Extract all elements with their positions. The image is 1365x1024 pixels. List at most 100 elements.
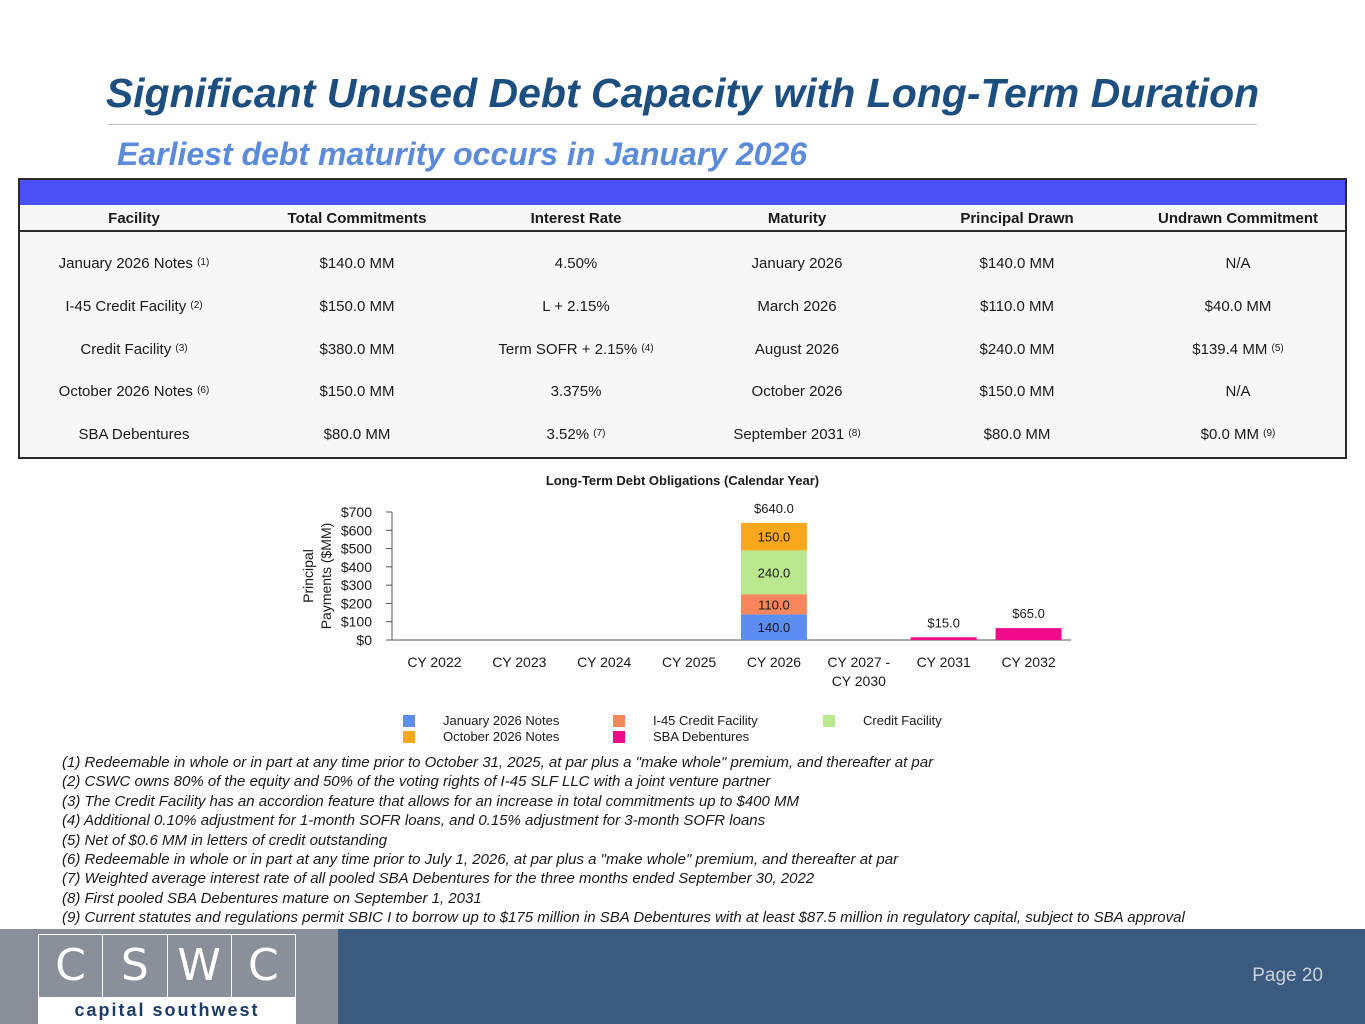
table-cell: $150.0 MM (319, 298, 394, 315)
y-tick-label: $0 (356, 632, 372, 648)
table-cell-text: October 2026 (751, 383, 843, 400)
table-cell-text: SBA Debentures (78, 426, 190, 443)
table-cell: $80.0 MM (984, 426, 1051, 443)
table-cell: L + 2.15% (542, 298, 609, 315)
table-cell: March 2026 (757, 298, 836, 315)
table-cell: $140.0 MM (979, 255, 1054, 272)
table-cell-text: N/A (1225, 255, 1251, 272)
legend-swatch (823, 715, 835, 727)
table-cell-text: $80.0 MM (323, 426, 391, 443)
footnote-ref: (1) (197, 257, 210, 268)
x-tick-label: CY 2027 - (827, 654, 890, 670)
table-cell: $240.0 MM (979, 341, 1054, 358)
footnote-ref: (7) (593, 428, 606, 439)
footnote: (8) First pooled SBA Debentures mature o… (62, 889, 482, 907)
table-cell: SBA Debentures (79, 426, 190, 443)
table-cell: 3.375% (551, 383, 602, 400)
table-header-bar (20, 180, 1345, 205)
logo-letter: W (168, 935, 232, 997)
y-tick-label: $400 (341, 559, 372, 575)
bar-segment (740, 550, 807, 595)
table-cell-text: Term SOFR + 2.15% (498, 341, 638, 358)
legend-label: October 2026 Notes (443, 729, 560, 744)
debt-facility-table: Facility Total Commitments Interest Rate Ma… (18, 178, 1347, 459)
footnote: (3) The Credit Facility has an accordion… (62, 792, 799, 810)
table-cell: October 2026 (752, 383, 843, 400)
table-cell-text: January 2026 Notes (58, 255, 193, 272)
legend-label: Credit Facility (863, 713, 942, 728)
table-cell: 4.50% (555, 255, 598, 272)
x-tick-label: CY 2032 (1001, 654, 1055, 670)
total-data-label: $15.0 (927, 615, 960, 630)
table-cell: N/A (1225, 255, 1250, 272)
table-cell: $0.0 MM (9) (1201, 426, 1276, 443)
logo-letter: S (103, 935, 168, 997)
table-cell: $139.4 MM (5) (1192, 341, 1283, 358)
legend-swatch (613, 715, 625, 727)
footnote-ref: (6) (197, 385, 210, 396)
table-cell: January 2026 Notes (1) (59, 255, 210, 272)
y-tick-label: $500 (341, 541, 372, 557)
table-header-cell: Undrawn Commitment (1157, 210, 1319, 227)
table-cell-text: $380.0 MM (319, 341, 395, 358)
footnote-ref: (2) (190, 300, 203, 311)
legend-swatch (403, 715, 415, 727)
table-cell-text: I-45 Credit Facility (65, 298, 187, 315)
page-number: Page 20 (1252, 965, 1323, 986)
table-cell: $140.0 MM (319, 255, 394, 272)
footnotes: (1) Redeemable in whole or in part at an… (62, 753, 1185, 928)
table-cell: Credit Facility (3) (80, 341, 187, 358)
bar-segment (995, 628, 1062, 640)
legend-swatch (403, 731, 415, 743)
x-tick-label: CY 2024 (577, 654, 631, 670)
table-cell: $40.0 MM (1205, 298, 1272, 315)
total-data-label: $65.0 (1012, 606, 1045, 621)
footnote: (2) CSWC owns 80% of the equity and 50% … (62, 773, 771, 791)
table-cell-text: March 2026 (757, 298, 837, 315)
y-tick-label: $300 (341, 577, 372, 593)
table-cell-text: Credit Facility (80, 341, 172, 358)
legend-swatch (613, 731, 625, 743)
table-cell-text: 3.52% (546, 426, 590, 443)
chart-title: Long-Term Debt Obligations (Calendar Yea… (545, 473, 820, 488)
table-header-cell: Total Commitments (287, 210, 427, 227)
x-tick-label: CY 2023 (492, 654, 546, 670)
y-tick-label: $100 (341, 614, 372, 630)
table-cell: I-45 Credit Facility (2) (65, 298, 202, 315)
table-cell-text: $139.4 MM (1192, 341, 1268, 358)
logo-letter: C (39, 935, 104, 997)
footnote: (5) Net of $0.6 MM in letters of credit … (62, 831, 388, 849)
table-header-cell: Interest Rate (530, 210, 622, 227)
table-cell-text: $150.0 MM (319, 298, 395, 315)
y-tick-label: $700 (341, 504, 372, 520)
x-tick-label: CY 2025 (662, 654, 716, 670)
table-cell-text: $240.0 MM (979, 341, 1055, 358)
segment-data-label: 140.0 (758, 620, 791, 635)
table-cell: October 2026 Notes (6) (59, 383, 210, 400)
table-cell-text: August 2026 (754, 341, 840, 358)
segment-data-label: 150.0 (758, 530, 791, 545)
table-cell: January 2026 (752, 255, 843, 272)
y-tick-label: $600 (341, 522, 372, 538)
table-cell-text: $110.0 MM (980, 298, 1054, 315)
table-cell: $110.0 MM (980, 298, 1054, 315)
y-tick-label: $200 (341, 595, 372, 611)
y-axis-label: Principal (300, 549, 316, 603)
logo-letter: C (248, 940, 279, 991)
x-tick-label: CY 2031 (917, 654, 971, 670)
table-cell-text: October 2026 Notes (58, 383, 193, 400)
footnote: (9) Current statutes and regulations per… (62, 909, 1185, 927)
title-divider (108, 124, 1257, 125)
segment-data-label: 110.0 (758, 597, 790, 612)
table-cell: $150.0 MM (319, 383, 394, 400)
x-tick-label: CY 2022 (407, 654, 461, 670)
table-cell-text: $140.0 MM (319, 255, 395, 272)
table-cell: August 2026 (755, 341, 839, 358)
table-cell: Term SOFR + 2.15% (4) (498, 341, 653, 358)
table-cell-text: $150.0 MM (979, 383, 1055, 400)
table-header-cell: Maturity (767, 210, 827, 227)
